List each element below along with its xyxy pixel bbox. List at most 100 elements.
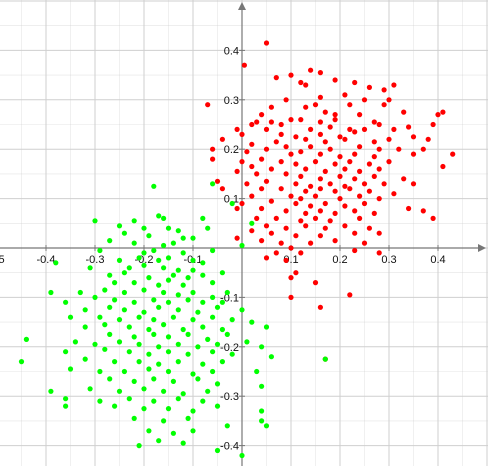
red-data-point: [391, 191, 397, 197]
green-data-point: [131, 415, 137, 421]
green-data-point: [112, 280, 118, 286]
red-data-point: [352, 176, 358, 182]
green-data-point: [161, 418, 167, 424]
red-data-point: [263, 255, 270, 261]
red-data-point: [244, 181, 250, 187]
red-data-point: [303, 166, 309, 172]
green-data-point: [175, 359, 181, 365]
green-data-point: [48, 289, 54, 296]
red-data-point: [366, 188, 372, 194]
red-data-point: [386, 159, 392, 165]
red-data-point: [205, 102, 211, 108]
red-data-point: [381, 102, 387, 108]
green-data-point: [136, 314, 142, 320]
green-data-point: [112, 403, 118, 409]
green-data-point: [97, 314, 103, 320]
green-data-point: [214, 304, 221, 310]
green-data-point: [244, 339, 250, 345]
green-data-point: [210, 280, 216, 286]
red-data-point: [288, 294, 294, 300]
green-data-point: [210, 368, 216, 375]
green-data-point: [195, 309, 201, 315]
green-data-point: [190, 408, 196, 414]
green-data-point: [165, 225, 172, 231]
green-data-point: [82, 324, 88, 330]
red-data-point: [322, 200, 328, 207]
green-data-point: [249, 319, 255, 325]
green-data-point: [165, 255, 172, 261]
red-data-point: [332, 210, 338, 216]
red-data-point: [371, 139, 377, 145]
red-data-point: [259, 112, 265, 118]
green-data-point: [63, 299, 69, 305]
red-data-point: [332, 161, 338, 167]
green-data-point: [214, 341, 221, 347]
red-data-point: [337, 196, 343, 202]
red-data-point: [371, 210, 377, 216]
green-data-point: [249, 220, 255, 226]
green-data-point: [259, 408, 265, 414]
red-data-point: [410, 151, 417, 157]
red-data-point: [317, 119, 323, 125]
green-data-point: [259, 344, 265, 350]
red-data-point: [283, 171, 289, 177]
red-data-point: [239, 159, 245, 165]
green-data-point: [175, 307, 181, 313]
red-data-point: [303, 82, 309, 88]
red-data-point: [420, 208, 426, 214]
red-data-point: [278, 240, 284, 246]
green-data-point: [112, 359, 118, 365]
red-data-point: [337, 173, 343, 179]
red-data-point: [268, 166, 274, 172]
green-data-point: [175, 228, 181, 234]
green-data-point: [87, 265, 93, 271]
red-data-point: [308, 240, 314, 246]
green-data-point: [175, 341, 181, 347]
green-data-point: [165, 368, 172, 375]
green-data-point: [224, 423, 230, 429]
green-data-point: [63, 349, 69, 355]
red-data-point: [293, 270, 299, 276]
green-data-point: [141, 250, 147, 256]
red-data-point: [386, 97, 392, 103]
green-data-point: [195, 376, 201, 382]
green-data-point: [210, 247, 216, 254]
green-data-point: [107, 238, 113, 244]
red-data-point: [420, 146, 426, 152]
red-data-point: [352, 79, 358, 86]
red-data-point: [361, 200, 368, 207]
green-data-point: [141, 309, 147, 315]
red-data-point: [293, 200, 299, 207]
green-data-point: [131, 299, 137, 305]
green-data-point: [170, 272, 176, 278]
red-data-point: [406, 124, 412, 130]
green-data-point: [107, 331, 113, 337]
green-data-point: [151, 297, 157, 303]
green-data-point: [180, 326, 186, 333]
green-data-point: [87, 386, 93, 392]
red-data-point: [268, 198, 274, 204]
red-data-point: [322, 139, 328, 145]
green-data-point: [224, 289, 230, 296]
green-data-point: [146, 326, 152, 333]
green-data-point: [141, 386, 147, 392]
green-data-point: [67, 366, 74, 372]
green-data-point: [175, 292, 181, 298]
green-data-point: [214, 381, 221, 387]
green-data-point: [200, 361, 206, 367]
green-data-point: [151, 317, 157, 323]
green-data-point: [136, 341, 142, 347]
red-data-point: [278, 121, 284, 128]
green-data-point: [161, 242, 167, 249]
red-data-point: [263, 146, 270, 152]
green-data-point: [205, 388, 211, 394]
green-data-point: [210, 181, 216, 187]
green-data-point: [219, 359, 225, 365]
green-data-point: [205, 336, 211, 342]
green-data-point: [161, 215, 167, 221]
red-data-point: [337, 154, 343, 160]
green-data-point: [63, 396, 69, 402]
red-data-point: [376, 121, 382, 128]
red-data-point: [347, 126, 353, 132]
red-data-point: [342, 136, 348, 142]
